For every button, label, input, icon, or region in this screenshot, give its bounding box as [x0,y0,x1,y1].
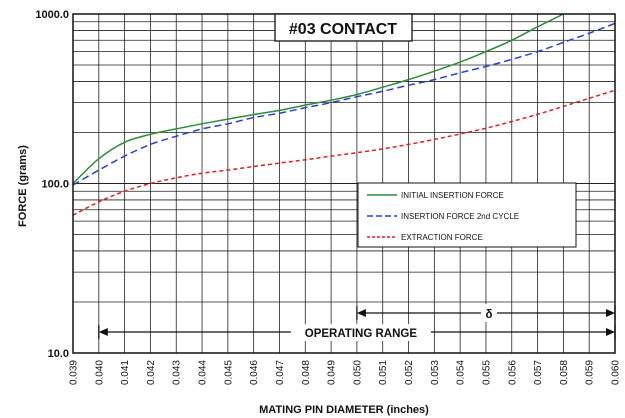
title-layer: #03 CONTACT [274,13,413,42]
x-tick-label: 0.055 [481,360,492,385]
range-arrow-head-left-1 [98,328,108,336]
x-tick-label: 0.045 [223,360,234,385]
y-tick-label: 1000.0 [35,9,69,21]
delta-label: δ [485,309,492,321]
x-tick-label: 0.039 [69,360,80,385]
range-label-bg-2 [480,304,497,322]
annotations: OPERATING RANGE δ [98,304,616,341]
range-arrow-head-right-2 [606,309,615,317]
x-tick-label: 0.044 [198,360,209,385]
chart-title: #03 CONTACT [289,21,397,38]
x-tick-label: 0.058 [559,360,570,385]
range-arrow-head-left-2 [356,309,366,317]
y-tick-label: 10.0 [48,348,69,360]
x-tick-label: 0.046 [249,360,260,385]
x-tick-label: 0.040 [94,360,105,385]
x-tick-label: 0.056 [507,360,518,385]
series-line-2 [72,22,616,186]
legend: INITIAL INSERTION FORCE INSERTION FORCE 2… [357,182,577,248]
x-tick-label: 0.060 [611,360,622,385]
x-tick-label: 0.049 [327,360,338,385]
legend-label-2: INSERTION FORCE 2nd CYCLE [401,212,519,221]
x-tick-label: 0.050 [352,360,363,385]
x-tick-label: 0.052 [404,360,415,385]
x-tick-label: 0.054 [456,360,467,385]
x-tick-label: 0.048 [301,360,312,385]
tick-labels: 10.0 100.0 1000.0 0.039 0.040 0.041 0.042 0.043… [35,9,621,385]
legend-label-3: EXTRACTION FORCE [401,233,483,242]
x-tick-label: 0.059 [585,360,596,385]
x-axis-label: MATING PIN DIAMETER (inches) [259,404,429,416]
operating-range-label: OPERATING RANGE [305,328,418,340]
series-line-3 [72,89,616,216]
y-axis-label: FORCE (grams) [17,145,29,227]
x-tick-label: 0.053 [430,360,441,385]
x-tick-label: 0.051 [378,360,389,385]
range-arrow-head-right-1 [606,328,615,336]
x-tick-label: 0.043 [172,360,183,385]
title-box [274,13,413,42]
range-label-bg-1 [290,324,431,341]
x-tick-label: 0.057 [533,360,544,385]
y-tick-label: 100.0 [41,179,69,191]
legend-label-1: INITIAL INSERTION FORCE [401,191,504,200]
x-tick-label: 0.042 [146,360,157,385]
series-layer [72,13,616,216]
series-line-1 [72,13,564,185]
x-tick-label: 0.041 [120,360,131,385]
x-tick-label: 0.047 [275,360,286,385]
